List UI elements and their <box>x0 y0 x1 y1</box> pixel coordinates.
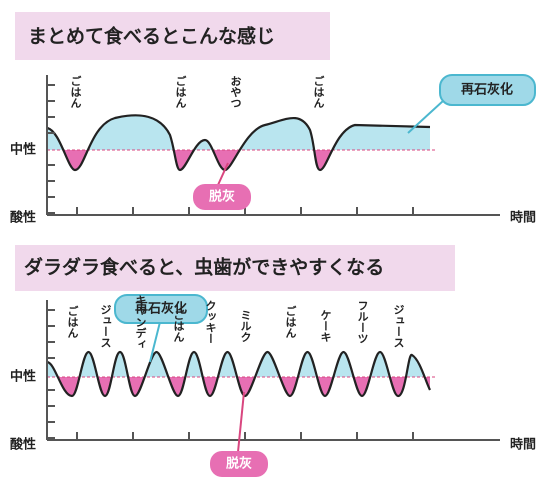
callout-box <box>439 74 536 106</box>
food-label: ジュース <box>392 304 405 348</box>
food-label: フルーツ <box>356 300 369 344</box>
ticks <box>47 309 414 440</box>
remineral-label: 再石灰化 <box>461 82 513 98</box>
food-label: おやつ <box>229 75 242 108</box>
food-label: ジュース <box>99 304 112 348</box>
demineral-label: 脱灰 <box>226 456 252 472</box>
ph-curve <box>46 350 431 398</box>
callout-line <box>149 321 161 363</box>
food-label: ごはん <box>284 304 297 338</box>
remineral-area <box>47 115 430 150</box>
callout-box <box>210 451 268 477</box>
food-label: ミルク <box>239 310 252 343</box>
callout-box <box>114 294 208 324</box>
demineral-area <box>47 377 430 396</box>
remineral-label: 再石灰化 <box>135 301 187 317</box>
food-label: キャンディ <box>134 294 147 349</box>
panel-title: まとめて食べるとこんな感じ <box>28 25 275 48</box>
food-label: ごはん <box>174 74 187 108</box>
callout-line <box>217 162 229 186</box>
panel-title: ダラダラ食べると、虫歯ができやすくなる <box>24 256 384 279</box>
ticks <box>47 84 414 215</box>
acidic-label: 酸性 <box>10 210 36 226</box>
title-band <box>15 245 455 291</box>
title-band <box>15 12 330 60</box>
time-label: 時間 <box>510 437 536 453</box>
callout-line <box>237 391 245 453</box>
demineral-label: 脱灰 <box>209 189 235 205</box>
acidic-label: 酸性 <box>10 437 36 453</box>
ph-curve <box>46 114 431 172</box>
food-label: クッキー <box>204 300 217 344</box>
food-label: ケーキ <box>319 309 332 342</box>
neutral-label: 中性 <box>10 142 36 158</box>
time-label: 時間 <box>510 210 536 226</box>
axes <box>46 300 500 441</box>
food-label: ごはん <box>312 74 325 108</box>
food-label: ごはん <box>66 304 79 338</box>
axes <box>46 75 500 216</box>
neutral-label: 中性 <box>10 369 36 385</box>
food-label: ごはん <box>172 308 185 342</box>
food-label: ごはん <box>69 74 82 108</box>
callout-box <box>193 184 251 210</box>
